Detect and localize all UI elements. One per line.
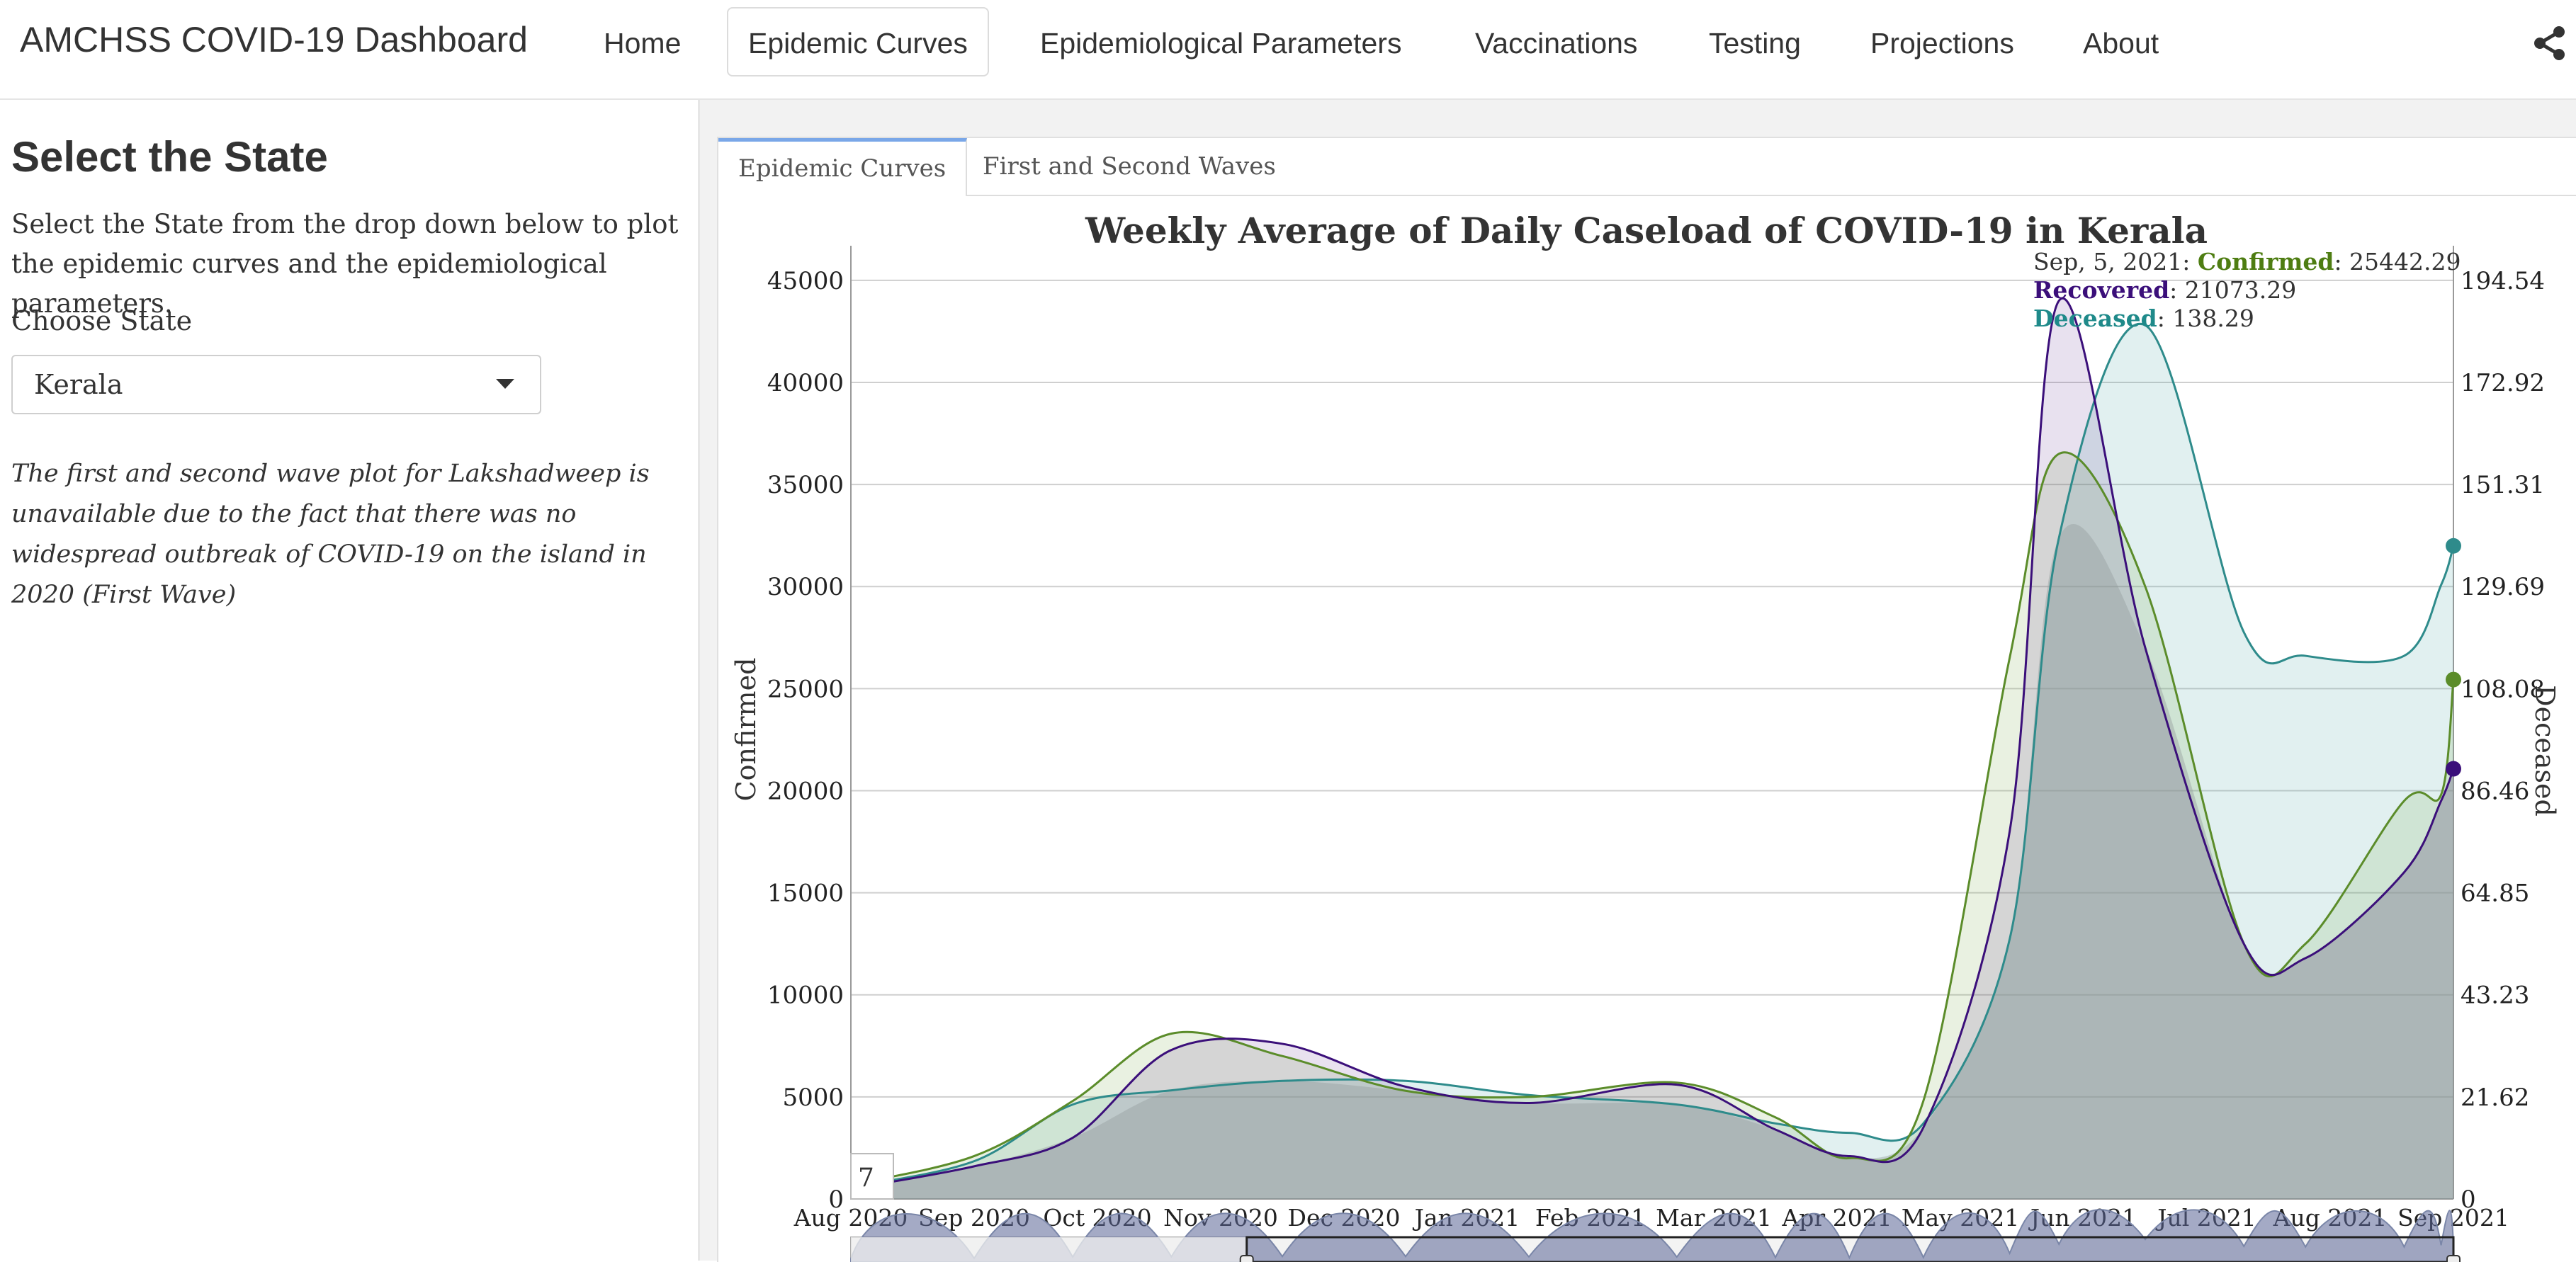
y-tick-right: 129.69 (2461, 573, 2545, 601)
y-axis-right: 0 21.62 43.23 64.85 86.46 108.08 129.69 151.31 1… (2461, 267, 2545, 1214)
top-navbar: AMCHSS COVID-19 Dashboard Home Epidemic … (0, 0, 2576, 100)
y-axis-right-label: Deceased (2529, 685, 2560, 817)
range-selection (1245, 1236, 2455, 1262)
tab-panel: Epidemic Curves First and Second Waves W… (717, 137, 2576, 1262)
tooltip-line-2: Recovered: 21073.29 (2033, 276, 2296, 304)
y-tick-right: 64.85 (2461, 880, 2529, 908)
y-tick-right: 86.46 (2461, 777, 2529, 805)
tab-bar: Epidemic Curves First and Second Waves (718, 138, 2576, 196)
y-tick-left: 25000 (767, 675, 844, 703)
share-icon[interactable] (2533, 25, 2566, 61)
y-tick-right: 108.08 (2461, 675, 2545, 703)
tooltip-deceased-value: : 138.29 (2157, 305, 2254, 332)
tooltip-line-3: Deceased: 138.29 (2033, 305, 2254, 332)
area-confirmed (851, 452, 2453, 1199)
y-tick-right: 0 (2461, 1186, 2476, 1214)
y-tick-left: 45000 (767, 267, 844, 295)
y-tick-left: 10000 (767, 982, 844, 1010)
range-mask (851, 1237, 1247, 1262)
y-tick-right: 172.92 (2461, 369, 2545, 397)
area-deceased (851, 324, 2453, 1200)
chart-grid (850, 246, 2454, 1200)
y-tick-left: 30000 (767, 573, 844, 601)
y-tick-right: 21.62 (2461, 1084, 2529, 1112)
tooltip-confirmed-label: Confirmed (2198, 248, 2334, 275)
tooltip-date: Sep, 5, 2021: (2033, 248, 2198, 275)
y-tick-left: 40000 (767, 369, 844, 397)
tooltip-line-1: Sep, 5, 2021: Confirmed: 25442.29 (2033, 248, 2461, 275)
main-area: Epidemic Curves First and Second Waves W… (700, 100, 2576, 1262)
tooltip-recovered-label: Recovered (2033, 276, 2169, 304)
rolling-window-input (850, 1153, 894, 1200)
tab-epidemic-curves[interactable]: Epidemic Curves (718, 138, 968, 196)
chart-lines (850, 297, 2455, 1190)
tooltip-recovered-value: : 21073.29 (2169, 276, 2296, 304)
tab-first-second-waves[interactable]: First and Second Waves (983, 152, 1276, 181)
endpoint-confirmed (2446, 671, 2461, 688)
tooltip-confirmed-value: : 25442.29 (2334, 248, 2461, 275)
sidebar-description: Select the State from the drop down belo… (11, 209, 679, 319)
range-handle-left (1239, 1255, 1254, 1262)
endpoint-deceased (2446, 538, 2461, 554)
brand-title[interactable]: AMCHSS COVID-19 Dashboard (20, 20, 528, 59)
series-endpoints (2446, 538, 2461, 777)
range-selector[interactable] (850, 1209, 2461, 1262)
y-tick-left: 20000 (767, 777, 844, 805)
line-deceased (850, 322, 2455, 1188)
lakshadweep-note: The first and second wave plot for Laksh… (11, 460, 650, 609)
nav-epidemic-curves[interactable]: Epidemic Curves (727, 7, 989, 76)
y-tick-left: 5000 (782, 1084, 844, 1112)
y-tick-right: 151.31 (2461, 471, 2545, 499)
y-tick-left: 35000 (767, 471, 844, 499)
rolling-window-box[interactable]: 7 (850, 1153, 894, 1200)
nav-about[interactable]: About (2083, 27, 2159, 59)
area-recovered (851, 298, 2453, 1199)
endpoint-recovered (2446, 761, 2461, 777)
nav-epidemiological-parameters[interactable]: Epidemiological Parameters (1040, 27, 1402, 59)
chart-title: Weekly Average of Daily Caseload of COVI… (1085, 210, 2208, 251)
state-select[interactable]: Kerala (11, 355, 541, 414)
nav-testing[interactable]: Testing (1709, 27, 1801, 59)
sidebar-title: Select the State (11, 133, 328, 181)
y-tick-left: 15000 (767, 880, 844, 908)
y-axis-left-label: Confirmed (730, 658, 762, 802)
caret-down-icon (496, 379, 514, 389)
line-recovered (850, 297, 2455, 1190)
y-tick-right: 194.54 (2461, 267, 2545, 295)
line-confirmed (850, 451, 2455, 1186)
nav-vaccinations[interactable]: Vaccinations (1475, 27, 1638, 59)
choose-state-label: Choose State (11, 305, 193, 336)
epidemic-chart[interactable]: Weekly Average of Daily Caseload of COVI… (718, 196, 2576, 1262)
y-tick-left: 0 (828, 1186, 844, 1214)
tooltip-deceased-label: Deceased (2033, 305, 2157, 332)
range-handle-right (2446, 1255, 2461, 1262)
nav-home[interactable]: Home (604, 27, 682, 59)
state-select-value: Kerala (34, 369, 123, 400)
y-tick-right: 43.23 (2461, 982, 2529, 1010)
chart-areas (851, 298, 2453, 1200)
hover-tooltip: Sep, 5, 2021: Confirmed: 25442.29Recover… (2033, 248, 2461, 332)
sidebar: Select the State Select the State from t… (0, 100, 700, 1261)
y-axis-left: 0 5000 10000 15000 20000 25000 30000 35000 40000… (767, 267, 844, 1214)
rolling-window-value: 7 (858, 1164, 874, 1193)
area-overlap (851, 523, 2453, 1199)
nav-projections[interactable]: Projections (1870, 27, 2014, 59)
